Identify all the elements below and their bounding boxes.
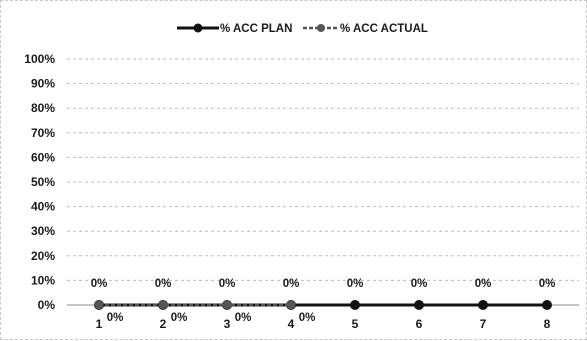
plan-data-label: 0% bbox=[155, 278, 172, 290]
plan-data-label: 0% bbox=[411, 278, 428, 290]
y-tick-label: 70% bbox=[31, 126, 55, 140]
legend-item-plan: % ACC PLAN bbox=[177, 23, 292, 35]
plan-point bbox=[414, 300, 424, 310]
legend: % ACC PLAN % ACC ACTUAL bbox=[177, 23, 428, 35]
plan-point bbox=[542, 300, 552, 310]
x-tick-label: 3 bbox=[224, 317, 231, 331]
legend-item-actual: % ACC ACTUAL bbox=[303, 23, 428, 35]
x-tick-label: 2 bbox=[160, 317, 167, 331]
y-tick-label: 0% bbox=[38, 298, 56, 312]
y-tick-label: 90% bbox=[31, 77, 55, 91]
actual-point bbox=[286, 300, 296, 310]
y-tick-label: 60% bbox=[31, 150, 55, 164]
legend-plan-label: % ACC PLAN bbox=[220, 23, 292, 35]
plan-data-label: 0% bbox=[91, 278, 108, 290]
legend-plan-swatch-marker bbox=[193, 23, 203, 33]
y-tick-label: 40% bbox=[31, 200, 55, 214]
x-tick-label: 4 bbox=[288, 317, 295, 331]
x-tick-label: 6 bbox=[416, 317, 423, 331]
plan-data-label: 0% bbox=[347, 278, 364, 290]
gridlines bbox=[67, 58, 579, 281]
legend-actual-swatch-marker bbox=[317, 24, 325, 32]
actual-point bbox=[222, 300, 232, 310]
x-tick-label: 5 bbox=[352, 317, 359, 331]
plan-data-label: 0% bbox=[475, 278, 492, 290]
y-tick-label: 20% bbox=[31, 249, 55, 263]
y-axis: 0% 10% 20% 30% 40% 50% 60% 70% 80% 90% 100% bbox=[24, 52, 55, 312]
legend-actual-label: % ACC ACTUAL bbox=[340, 23, 428, 35]
x-tick-label: 7 bbox=[480, 317, 487, 331]
plan-data-label: 0% bbox=[219, 278, 236, 290]
y-tick-label: 10% bbox=[31, 273, 55, 287]
x-tick-label: 8 bbox=[544, 317, 551, 331]
plan-point bbox=[350, 300, 360, 310]
y-tick-label: 100% bbox=[24, 52, 55, 66]
y-tick-label: 80% bbox=[31, 101, 55, 115]
y-tick-label: 30% bbox=[31, 224, 55, 238]
series-actual: 0% 0% 0% 0% bbox=[94, 300, 316, 324]
series-layer: 0% 0% 0% 0% 0% 0% 0% 0% 0% 0% 0% 0% bbox=[91, 278, 556, 324]
actual-point bbox=[158, 300, 168, 310]
plan-data-label: 0% bbox=[283, 278, 300, 290]
plan-point bbox=[478, 300, 488, 310]
actual-data-label: 0% bbox=[235, 312, 252, 324]
plan-data-label: 0% bbox=[539, 278, 556, 290]
x-axis: 1 2 3 4 5 6 7 8 bbox=[67, 304, 579, 331]
y-tick-label: 50% bbox=[31, 175, 55, 189]
actual-point bbox=[94, 300, 104, 310]
x-tick-label: 1 bbox=[96, 317, 103, 331]
actual-data-label: 0% bbox=[171, 312, 188, 324]
actual-data-label: 0% bbox=[299, 312, 316, 324]
actual-data-label: 0% bbox=[107, 312, 124, 324]
